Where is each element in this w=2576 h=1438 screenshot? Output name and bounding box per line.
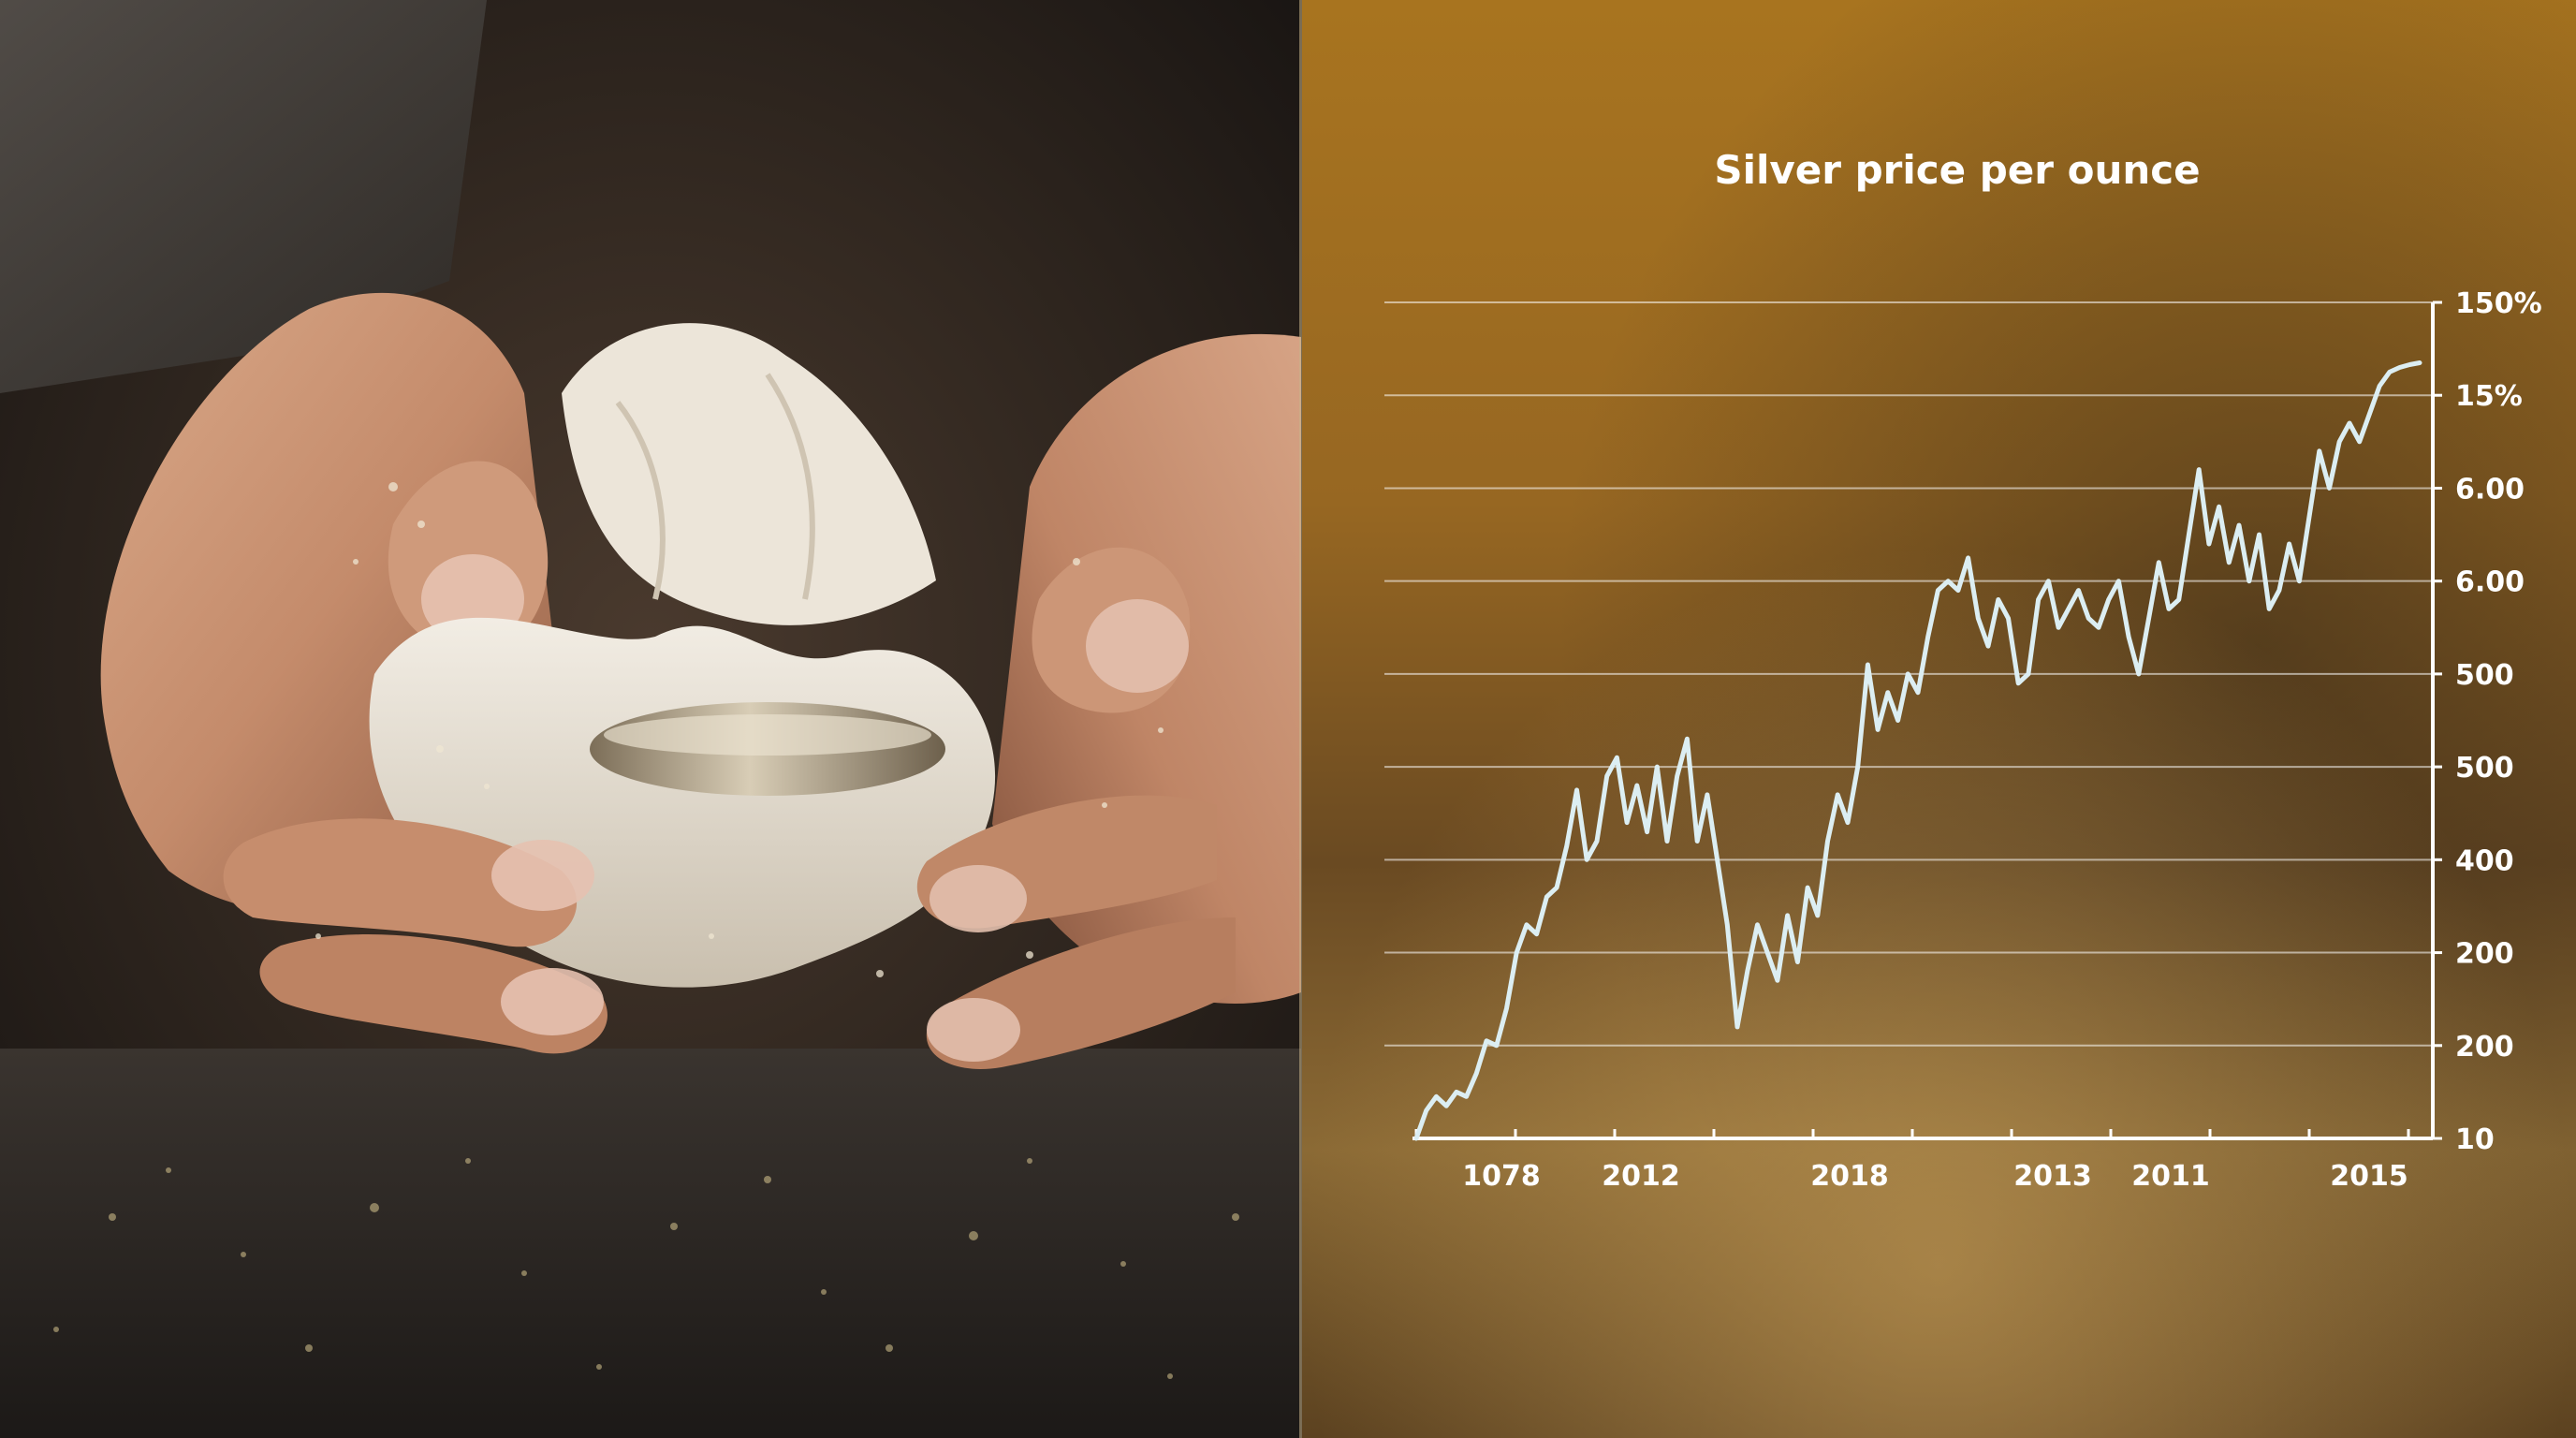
- y-tick-label: 10: [2455, 1123, 2495, 1156]
- coin-polishing-photo: [0, 0, 1301, 1438]
- x-tick-label: 2011: [2131, 1160, 2210, 1193]
- silver-price-chart: Silver price per ounce 10 200 200 400 500 500…: [1302, 0, 2576, 1438]
- panel-divider: [1299, 0, 1302, 1438]
- hands-polishing-coin-illustration: [0, 0, 1301, 1438]
- y-tick-label: 400: [2455, 844, 2514, 877]
- y-tick-label: 15%: [2455, 380, 2523, 413]
- axes: [1412, 302, 2435, 1140]
- y-tick-label: 200: [2455, 1031, 2514, 1064]
- y-tick-label: 6.00: [2455, 566, 2525, 599]
- y-tick-label: 6.00: [2455, 473, 2525, 506]
- x-axis-tick-labels: 1078 2012 2018 2013 2011 2015: [1462, 1160, 2408, 1193]
- silver-price-chart-panel: Silver price per ounce 10 200 200 400 500 500…: [1302, 0, 2576, 1438]
- y-tick-label: 500: [2455, 752, 2514, 785]
- y-tick-label: 500: [2455, 659, 2514, 692]
- x-tick-label: 2015: [2330, 1160, 2408, 1193]
- y-axis-tick-labels: 10 200 200 400 500 500 6.00 6.00 15% 150%: [2455, 287, 2542, 1156]
- x-tick-label: 2018: [1810, 1160, 1889, 1193]
- y-tick-label: 200: [2455, 938, 2514, 971]
- x-tick-label: 2013: [2013, 1160, 2092, 1193]
- x-tick-label: 1078: [1462, 1160, 1541, 1193]
- x-tick-label: 2012: [1602, 1160, 1680, 1193]
- y-tick-label: 150%: [2455, 287, 2542, 320]
- silver-price-series-line: [1413, 360, 2422, 1141]
- chart-title: Silver price per ounce: [1714, 147, 2200, 193]
